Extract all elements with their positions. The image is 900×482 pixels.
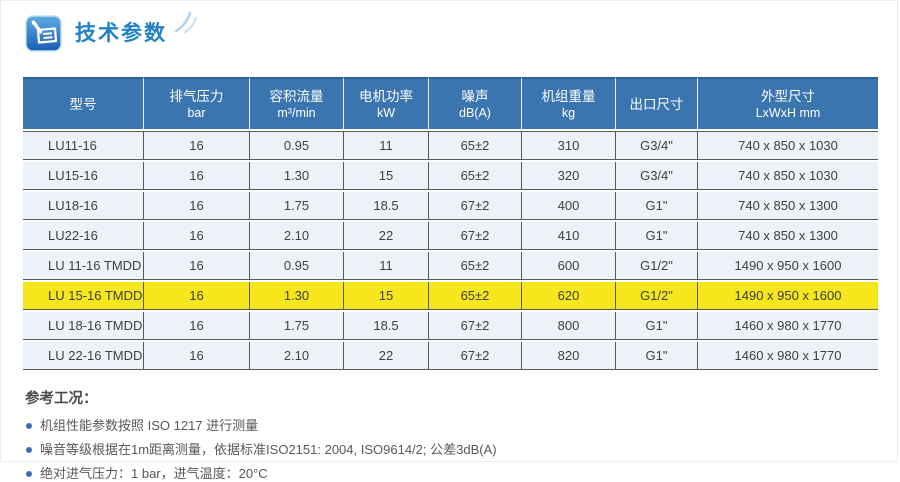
cell-pressure: 16 [144, 192, 250, 220]
pen-document-icon [25, 14, 62, 52]
cell-outlet: G1" [616, 312, 698, 340]
cell-pressure: 16 [144, 131, 250, 160]
notes-title: 参考工况： [25, 391, 98, 407]
cell-power: 22 [344, 222, 429, 250]
cell-model: LU18-16 [23, 192, 144, 220]
cell-dims: 1490 x 950 x 1600 [698, 282, 878, 310]
cell-flow: 1.75 [250, 192, 344, 220]
cell-dims: 1490 x 950 x 1600 [698, 252, 878, 280]
cell-power: 18.5 [344, 192, 429, 220]
column-header-outlet: 出口尺寸 [616, 77, 698, 129]
cell-power: 15 [344, 162, 429, 190]
spec-row-lu-11-16-tmdd: LU 11-16 TMDD 16 0.95 11 65±2 600 G1/2" 1490 x … [23, 252, 878, 280]
column-header-model: 型号 [23, 77, 144, 129]
cell-flow: 2.10 [250, 342, 344, 370]
cell-outlet: G1/2" [616, 252, 698, 280]
cell-dims: 740 x 850 x 1030 [698, 131, 878, 160]
column-header-pressure: 排气压力 bar [144, 77, 250, 129]
cell-flow: 1.30 [250, 282, 344, 310]
note-item-2: 噪音等级根据在1m距离测量，依据标准ISO2151: 2004, ISO9614… [25, 441, 897, 458]
title-bar: 技术参数 [1, 1, 897, 54]
cell-flow: 1.30 [250, 162, 344, 190]
cell-weight: 820 [522, 342, 616, 370]
cell-power: 11 [344, 252, 429, 280]
cell-dims: 1460 x 980 x 1770 [698, 312, 878, 340]
cell-noise: 67±2 [429, 222, 522, 250]
cell-flow: 0.95 [250, 131, 344, 160]
cell-pressure: 16 [144, 222, 250, 250]
cell-noise: 65±2 [429, 282, 522, 310]
cell-dims: 1460 x 980 x 1770 [698, 342, 878, 370]
cell-pressure: 16 [144, 312, 250, 340]
cell-model: LU22-16 [23, 222, 144, 250]
note-item-3: 绝对进气压力：1 bar，进气温度：20°C [25, 465, 897, 482]
reference-conditions: 参考工况： 机组性能参数按照 ISO 1217 进行测量 噪音等级根据在1m距离测… [25, 387, 897, 482]
cell-flow: 1.75 [250, 312, 344, 340]
cell-noise: 65±2 [429, 131, 522, 160]
cell-pressure: 16 [144, 282, 250, 310]
cell-flow: 0.95 [250, 252, 344, 280]
page-title: 技术参数 [75, 21, 167, 45]
cell-weight: 410 [522, 222, 616, 250]
cell-pressure: 16 [144, 342, 250, 370]
cell-power: 15 [344, 282, 429, 310]
column-header-power: 电机功率 kW [344, 77, 429, 129]
cell-weight: 620 [522, 282, 616, 310]
cell-flow: 2.10 [250, 222, 344, 250]
cell-outlet: G1" [616, 222, 698, 250]
notes-list: 机组性能参数按照 ISO 1217 进行测量 噪音等级根据在1m距离测量，依据标准… [25, 417, 897, 482]
cell-model: LU15-16 [23, 162, 144, 190]
cell-outlet: G1" [616, 192, 698, 220]
cell-outlet: G1/2" [616, 282, 698, 310]
cell-outlet: G3/4" [616, 162, 698, 190]
spec-table-header: 型号 排气压力 bar 容积流量 m³/min 电机功率 kW 噪声 dB(A) 机组重量 kg 出口… [23, 77, 878, 129]
spec-row-lu18-16: LU18-16 16 1.75 18.5 67±2 400 G1" 740 x 850 x 1… [23, 192, 878, 220]
cell-outlet: G3/4" [616, 131, 698, 160]
cell-dims: 740 x 850 x 1300 [698, 192, 878, 220]
spec-row-lu22-16: LU22-16 16 2.10 22 67±2 410 G1" 740 x 850 x 130… [23, 222, 878, 250]
cell-outlet: G1" [616, 342, 698, 370]
cell-weight: 400 [522, 192, 616, 220]
cell-power: 22 [344, 342, 429, 370]
spec-table: 型号 排气压力 bar 容积流量 m³/min 电机功率 kW 噪声 dB(A) 机组重量 kg 出口… [23, 75, 878, 372]
cell-noise: 65±2 [429, 162, 522, 190]
cell-pressure: 16 [144, 162, 250, 190]
cell-weight: 320 [522, 162, 616, 190]
cell-power: 11 [344, 131, 429, 160]
spec-row-lu-18-16-tmdd: LU 18-16 TMDD 16 1.75 18.5 67±2 800 G1" 1460 x … [23, 312, 878, 340]
cell-weight: 800 [522, 312, 616, 340]
cell-weight: 600 [522, 252, 616, 280]
swoosh-decoration [174, 11, 198, 34]
cell-noise: 67±2 [429, 312, 522, 340]
cell-noise: 67±2 [429, 342, 522, 370]
cell-model: LU 18-16 TMDD [23, 312, 144, 340]
spec-row-lu-22-16-tmdd: LU 22-16 TMDD 16 2.10 22 67±2 820 G1" 1460 x 98… [23, 342, 878, 370]
cell-noise: 67±2 [429, 192, 522, 220]
cell-model: LU 22-16 TMDD [23, 342, 144, 370]
cell-model: LU11-16 [23, 131, 144, 160]
column-header-dims: 外型尺寸 LxWxH mm [698, 77, 878, 129]
spec-row-lu11-16: LU11-16 16 0.95 11 65±2 310 G3/4" 740 x 850 x 1… [23, 131, 878, 160]
cell-pressure: 16 [144, 252, 250, 280]
spec-row-lu15-16: LU15-16 16 1.30 15 65±2 320 G3/4" 740 x 850 x 1… [23, 162, 878, 190]
column-header-noise: 噪声 dB(A) [429, 77, 522, 129]
column-header-flow: 容积流量 m³/min [250, 77, 344, 129]
cell-model: LU 11-16 TMDD [23, 252, 144, 280]
note-item-1: 机组性能参数按照 ISO 1217 进行测量 [25, 417, 897, 434]
cell-dims: 740 x 850 x 1030 [698, 162, 878, 190]
cell-dims: 740 x 850 x 1300 [698, 222, 878, 250]
cell-noise: 65±2 [429, 252, 522, 280]
cell-model: LU 15-16 TMDD [23, 282, 144, 310]
cell-power: 18.5 [344, 312, 429, 340]
cell-weight: 310 [522, 131, 616, 160]
spec-row-lu-15-16-tmdd: LU 15-16 TMDD 16 1.30 15 65±2 620 G1/2" 1490 x … [23, 282, 878, 310]
column-header-weight: 机组重量 kg [522, 77, 616, 129]
